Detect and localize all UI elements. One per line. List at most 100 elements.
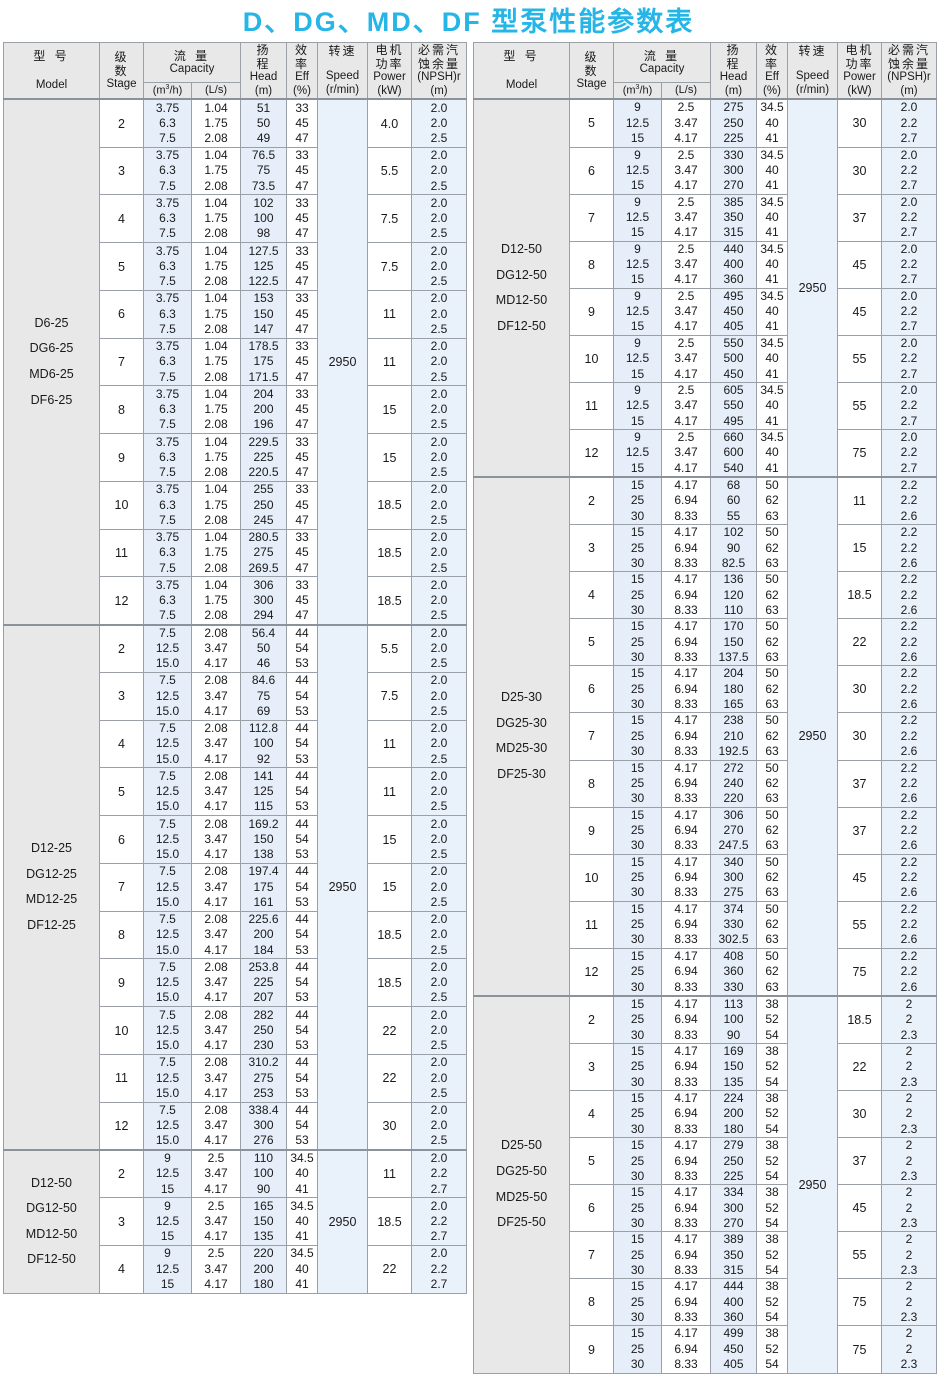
head-cell: 280.5 275 269.5	[240, 528, 287, 578]
page-title: D、DG、MD、DF 型泵性能参数表	[242, 7, 695, 37]
npsh-cell: 2.0 2.0 2.5	[411, 289, 467, 339]
power-cell: 75	[837, 428, 882, 478]
model-name: DF6-25	[30, 392, 73, 407]
eff-cell: 33 45 47	[286, 242, 318, 291]
power-cell: 4.0	[367, 98, 412, 148]
capacity-m3h-cell: 3.75 6.3 7.5	[143, 289, 192, 339]
power-cell: 18.5	[367, 910, 412, 960]
capacity-ls-cell: 2.5 3.47 4.17	[191, 1197, 241, 1246]
npsh-cell: 2 2 2.3	[881, 994, 937, 1044]
capacity-m3h-cell: 9 12.5 15	[613, 287, 662, 336]
capacity-ls-cell: 1.04 1.75 2.08	[191, 194, 241, 244]
npsh-cell: 2 2 2.3	[881, 1042, 937, 1092]
stage-cell: 5	[569, 1137, 614, 1186]
table-row: 9 7.5 12.5 15.0 2.08 3.47 4.17 253.8 225 207 44 54 5…	[4, 958, 467, 1008]
capacity-ls-cell: 2.5 3.47 4.17	[661, 240, 711, 289]
eff-cell: 38 52 54	[756, 1042, 788, 1092]
capacity-m3h-cell: 3.75 6.3 7.5	[143, 576, 192, 626]
head-cell: 136 120 110	[710, 571, 757, 620]
stage-cell: 9	[569, 806, 614, 855]
capacity-ls-cell: 4.17 6.94 8.33	[661, 1325, 711, 1374]
head-cell: 153 150 147	[240, 289, 287, 339]
capacity-ls-cell: 1.04 1.75 2.08	[191, 480, 241, 530]
table-row: 6 7.5 12.5 15.0 2.08 3.47 4.17 169.2 150 138 44 54 5…	[4, 815, 467, 864]
header-head: 扬程 Head (m)	[240, 42, 287, 100]
power-cell: 45	[837, 853, 882, 902]
capacity-ls-cell: 1.04 1.75 2.08	[191, 385, 241, 435]
eff-cell: 44 54 53	[286, 910, 318, 960]
eff-cell: 33 45 47	[286, 146, 318, 196]
power-cell: 30	[367, 1101, 412, 1151]
capacity-ls-cell: 2.5 3.47 4.17	[661, 98, 711, 148]
eff-cell: 44 54 53	[286, 862, 318, 912]
eff-cell: 34.5 40 41	[286, 1197, 318, 1246]
capacity-m3h-cell: 15 25 30	[613, 476, 662, 526]
table-row: 5 7.5 12.5 15.0 2.08 3.47 4.17 141 125 115 44 54 53 1…	[4, 767, 467, 817]
capacity-ls-cell: 4.17 6.94 8.33	[661, 806, 711, 855]
model-name: MD25-30	[495, 741, 548, 756]
npsh-cell: 2.0 2.0 2.5	[411, 719, 467, 769]
head-cell: 204 180 165	[710, 665, 757, 714]
power-cell: 22	[367, 1053, 412, 1103]
table-row: 10 15 25 30 4.17 6.94 8.33 340 300 275 50 62 63 45 2.2…	[474, 853, 937, 902]
power-cell: 55	[837, 381, 882, 430]
eff-cell: 44 54 53	[286, 1101, 318, 1151]
table-row: 7 3.75 6.3 7.5 1.04 1.75 2.08 178.5 175 171.5 33 45…	[4, 337, 467, 387]
capacity-ls-cell: 1.04 1.75 2.08	[191, 98, 241, 148]
head-cell: 169 150 135	[710, 1042, 757, 1092]
eff-cell: 38 52 54	[756, 1090, 788, 1139]
head-cell: 440 400 360	[710, 240, 757, 289]
head-cell: 113 100 90	[710, 994, 757, 1044]
capacity-ls-cell: 2.08 3.47 4.17	[191, 767, 241, 817]
capacity-ls-cell: 4.17 6.94 8.33	[661, 1137, 711, 1186]
eff-cell: 44 54 53	[286, 671, 318, 721]
npsh-cell: 2 2 2.3	[881, 1231, 937, 1280]
table-row: D12-25 DG12-25 MD12-25 DF12-25 2 7.5 12.5 15.0 2…	[3, 623, 467, 1151]
head-cell: 229.5 225 220.5	[240, 433, 287, 482]
table-row: 11 15 25 30 4.17 6.94 8.33 374 330 302.5 50 62 63 55 2…	[474, 900, 937, 949]
npsh-cell: 2.0 2.2 2.7	[881, 334, 937, 383]
capacity-ls-cell: 1.04 1.75 2.08	[191, 433, 241, 482]
stage-cell: 6	[569, 665, 614, 714]
model-name-cell: D6-25 DG6-25 MD6-25 DF6-25	[3, 98, 100, 626]
model-name-cell: D25-50 DG25-50 MD25-50 DF25-50	[473, 994, 570, 1374]
power-cell: 75	[837, 947, 882, 997]
eff-cell: 44 54 53	[286, 958, 318, 1008]
table-row: 5 15 25 30 4.17 6.94 8.33 170 150 137.5 50 62 63 22 2.…	[474, 618, 937, 667]
eff-cell: 34.5 40 41	[286, 1148, 318, 1199]
capacity-ls-cell: 1.04 1.75 2.08	[191, 528, 241, 578]
table-row: 10 3.75 6.3 7.5 1.04 1.75 2.08 255 250 245 33 45 47 1…	[4, 480, 467, 530]
head-cell: 660 600 540	[710, 428, 757, 478]
npsh-cell: 2.0 2.2 2.7	[881, 193, 937, 242]
stage-cell: 9	[99, 433, 144, 482]
head-cell: 389 350 315	[710, 1231, 757, 1280]
stage-cell: 5	[569, 618, 614, 667]
npsh-cell: 2.2 2.2 2.6	[881, 618, 937, 667]
capacity-ls-cell: 1.04 1.75 2.08	[191, 289, 241, 339]
stage-cell: 10	[569, 334, 614, 383]
stage-cell: 8	[99, 910, 144, 960]
head-cell: 112.8 100 92	[240, 719, 287, 769]
head-cell: 310.2 275 253	[240, 1053, 287, 1103]
model-name: DG12-25	[26, 866, 77, 881]
model-name-cell: D12-50 DG12-50 MD12-50 DF12-50	[3, 1148, 100, 1294]
capacity-ls-cell: 4.17 6.94 8.33	[661, 853, 711, 902]
head-cell: 102 90 82.5	[710, 524, 757, 573]
head-cell: 110 100 90	[240, 1148, 287, 1199]
npsh-cell: 2.0 2.0 2.5	[411, 337, 467, 387]
eff-cell: 34.5 40 41	[756, 193, 788, 242]
npsh-cell: 2.2 2.2 2.6	[881, 947, 937, 997]
eff-cell: 34.5 40 41	[756, 287, 788, 336]
capacity-ls-cell: 2.08 3.47 4.17	[191, 815, 241, 864]
table-row: 3 3.75 6.3 7.5 1.04 1.75 2.08 76.5 75 73.5 33 45 47 5…	[4, 146, 467, 196]
power-cell: 5.5	[367, 146, 412, 196]
capacity-m3h-cell: 9 12.5 15	[143, 1148, 192, 1199]
stage-cell: 2	[99, 1148, 144, 1199]
stage-cell: 11	[99, 528, 144, 578]
npsh-cell: 2.0 2.0 2.5	[411, 910, 467, 960]
eff-cell: 34.5 40 41	[756, 98, 788, 148]
speed-cell: 2950	[787, 994, 838, 1374]
eff-cell: 33 45 47	[286, 98, 318, 148]
npsh-cell: 2 2 2.3	[881, 1137, 937, 1186]
capacity-ls-cell: 2.08 3.47 4.17	[191, 1053, 241, 1103]
